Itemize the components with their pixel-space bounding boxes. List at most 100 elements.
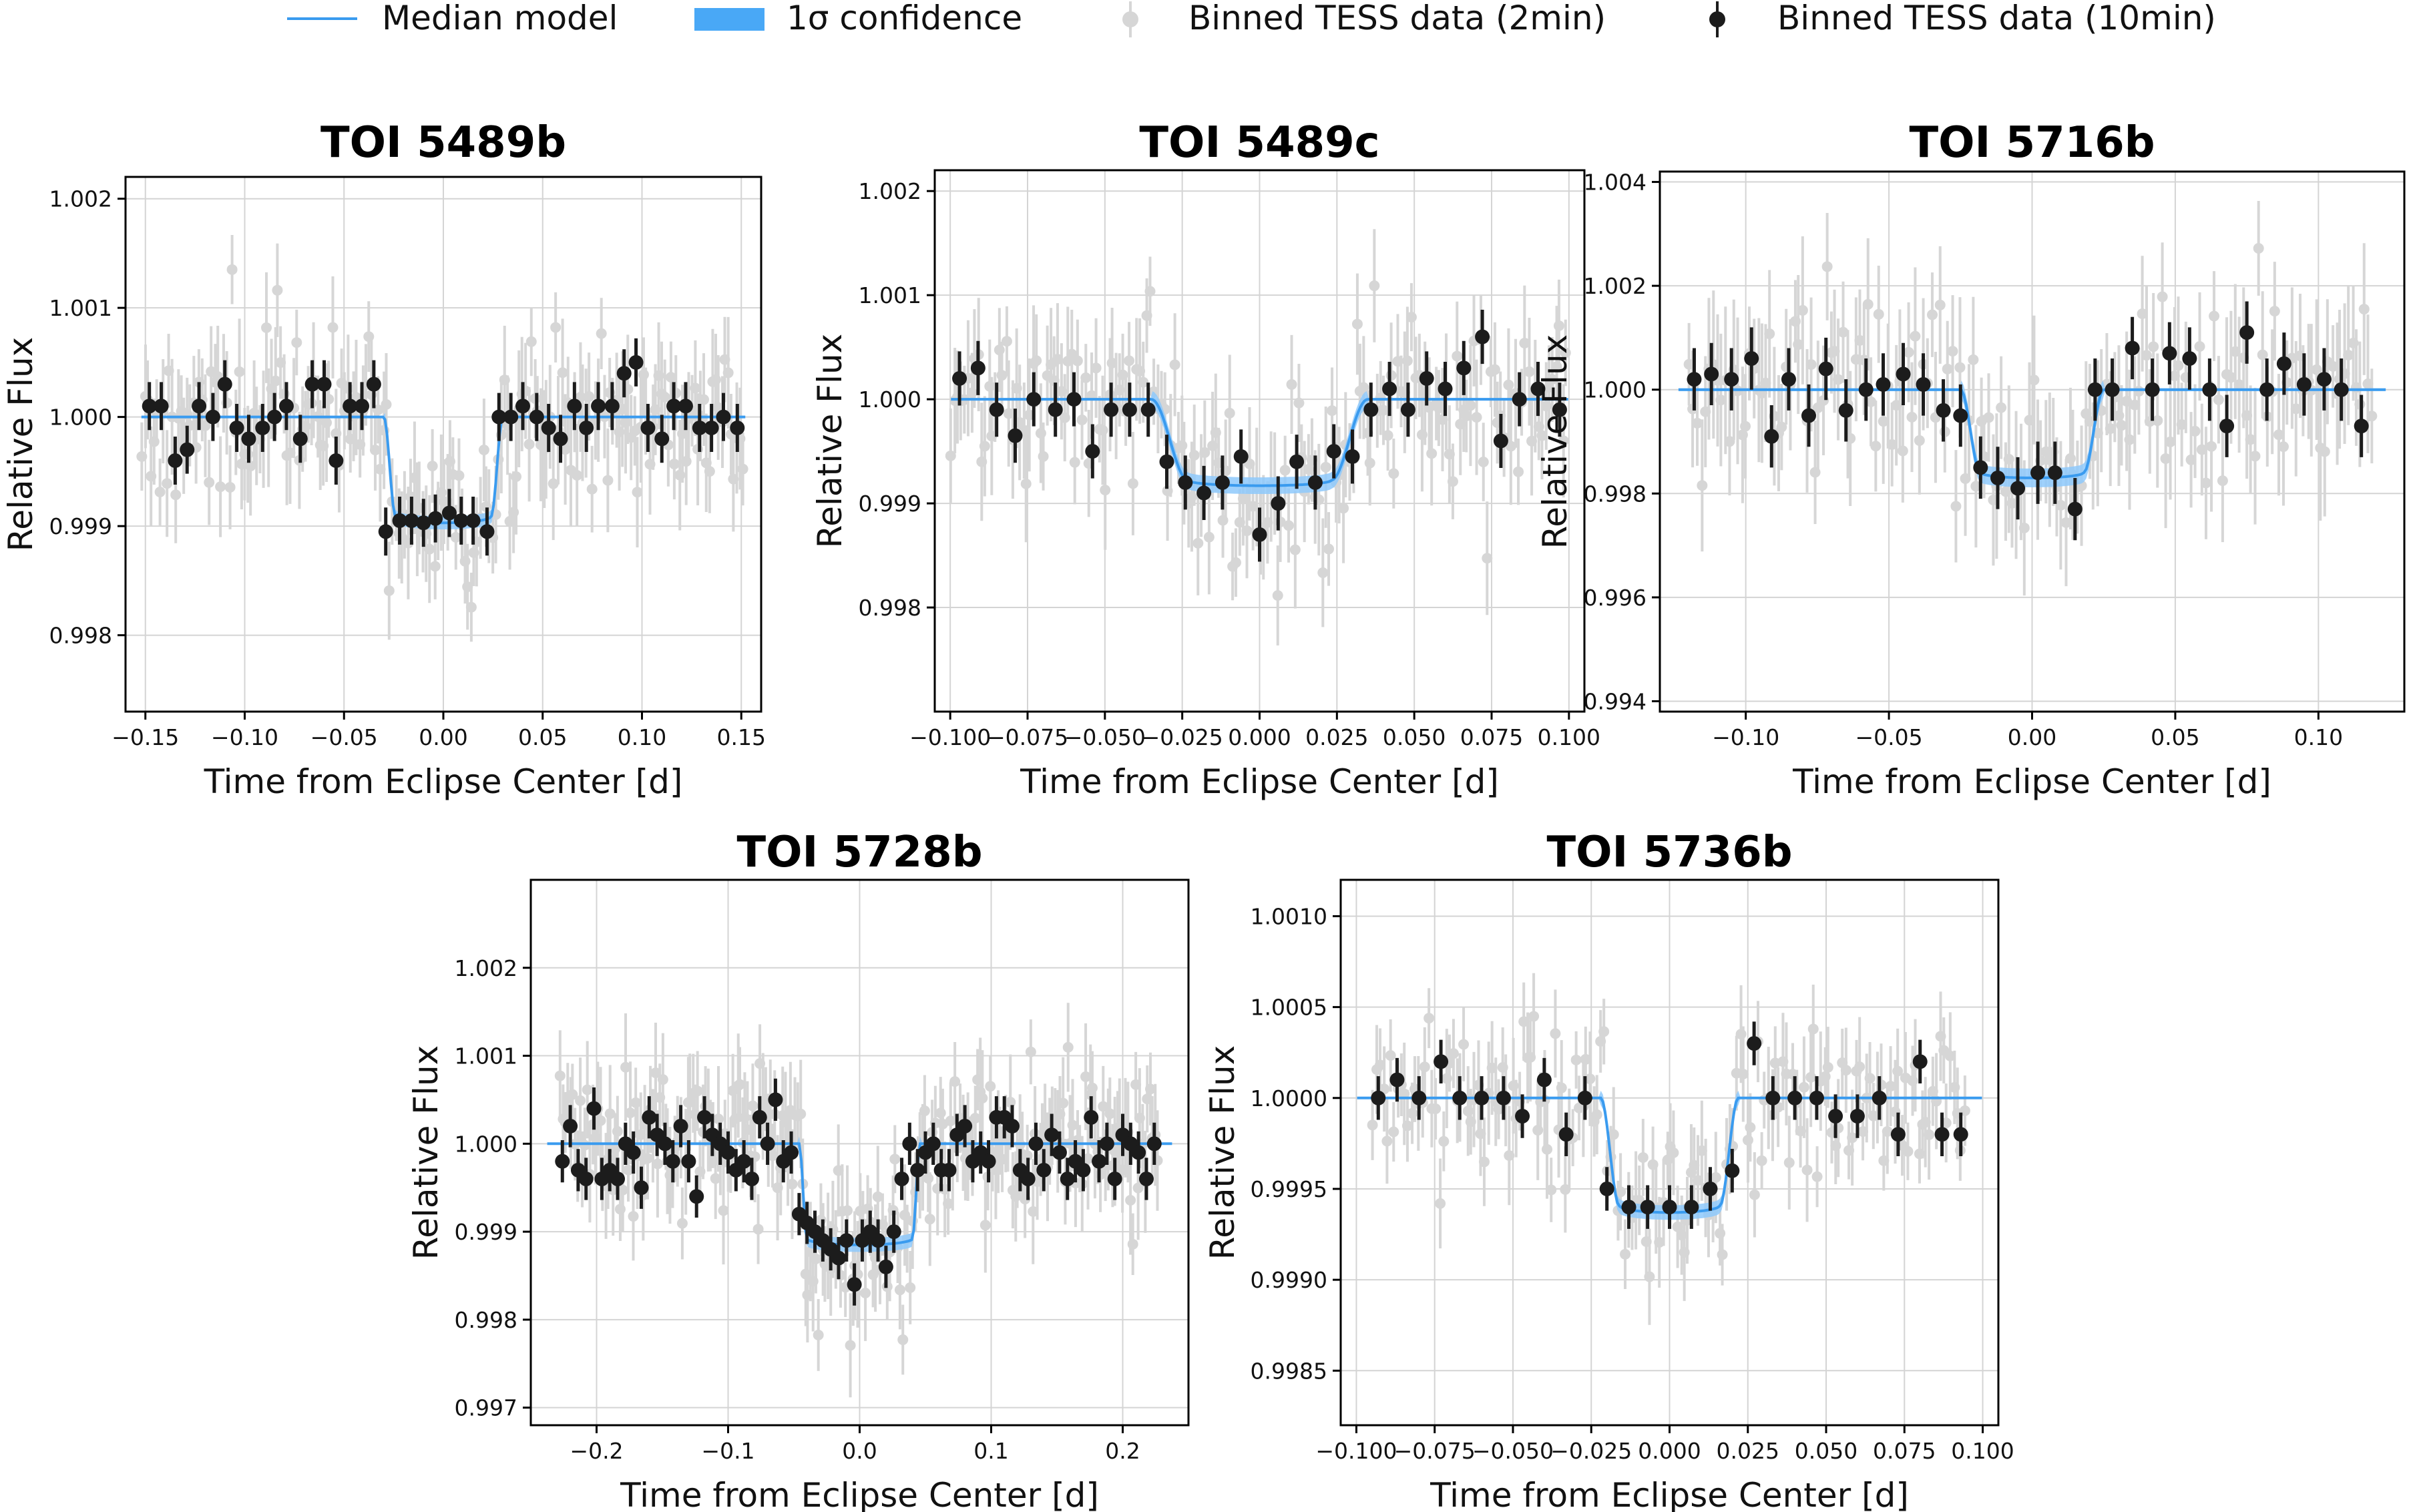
gray-point <box>1317 567 1329 578</box>
gray-point <box>2217 475 2228 487</box>
binned-point <box>1060 1172 1075 1187</box>
gray-point <box>1382 430 1393 441</box>
gray-point <box>2233 379 2245 391</box>
gray-point <box>1950 501 1962 512</box>
gray-point <box>1482 553 1493 564</box>
gray-point <box>1401 355 1413 366</box>
x-tick-label: 0.0 <box>842 1438 877 1464</box>
gray-point <box>1005 1097 1016 1108</box>
gray-point <box>722 367 734 379</box>
binned-point <box>453 513 469 528</box>
x-tick-label: −0.025 <box>1550 1438 1632 1464</box>
gray-point <box>1127 1238 1138 1250</box>
gray-point <box>905 1282 916 1293</box>
binned-point <box>1020 1172 1036 1187</box>
gray-point <box>1058 1097 1069 1109</box>
gray-point <box>1020 478 1032 489</box>
binned-point <box>1252 527 1267 542</box>
binned-point <box>555 1154 570 1169</box>
gray-point <box>652 1158 663 1170</box>
gray-point <box>1897 445 1908 457</box>
gray-point <box>795 1108 807 1119</box>
gray-point <box>923 1173 934 1184</box>
gray-point <box>1691 417 1703 429</box>
series-2min <box>945 229 1571 646</box>
binned-point <box>1558 1127 1574 1142</box>
gray-point <box>1471 412 1482 423</box>
legend-label-binned-10min: Binned TESS data (10min) <box>1777 0 2216 37</box>
binned-point <box>586 1101 602 1116</box>
gray-point <box>1756 1155 1767 1166</box>
binned-point <box>2296 376 2312 392</box>
binned-point <box>1196 485 1212 501</box>
gray-point <box>1323 543 1335 555</box>
binned-point <box>1849 1109 1865 1124</box>
binned-point <box>1953 408 1968 423</box>
gray-point <box>1435 1198 1446 1209</box>
gray-point <box>1866 396 1877 407</box>
gray-point <box>692 1085 703 1097</box>
x-tick-label: 0.05 <box>2151 724 2199 750</box>
gray-point <box>1724 436 1735 447</box>
binned-point <box>366 376 381 392</box>
y-axis-label: Relative Flux <box>1203 1045 1242 1260</box>
binned-point <box>591 399 606 414</box>
binned-point <box>1896 366 1911 382</box>
gray-point <box>1805 1071 1817 1083</box>
gray-point <box>1570 1054 1582 1065</box>
gray-point <box>1868 1110 1879 1121</box>
gray-point <box>2133 386 2145 397</box>
series-2min <box>554 1003 1163 1398</box>
gray-point <box>1546 374 1558 385</box>
gray-point <box>2249 451 2261 462</box>
gray-point <box>1199 447 1211 458</box>
binned-point <box>1076 1162 1091 1178</box>
binned-point <box>1419 370 1434 386</box>
gray-point <box>1405 312 1417 323</box>
plot-area <box>1678 201 2386 596</box>
gray-point <box>1542 1144 1553 1155</box>
gray-point <box>2358 304 2370 315</box>
gray-point <box>1840 1065 1851 1076</box>
binned-point <box>229 420 244 435</box>
gray-point <box>2105 423 2116 435</box>
y-tick-label: 1.001 <box>859 282 921 308</box>
gray-point <box>2157 291 2168 302</box>
binned-point <box>1953 1127 1968 1142</box>
gray-point <box>215 481 226 493</box>
gray-point <box>136 451 148 462</box>
binned-point <box>168 453 183 469</box>
gray-point <box>478 445 489 456</box>
gray-point <box>1426 448 1438 459</box>
y-tick-label: 0.998 <box>49 623 112 649</box>
binned-point <box>642 1109 657 1125</box>
gray-point <box>657 1074 668 1085</box>
gray-point <box>1375 1059 1386 1071</box>
binned-point <box>1515 1109 1530 1124</box>
gray-point <box>2269 306 2280 317</box>
gray-point <box>1637 1152 1649 1163</box>
gray-point <box>815 1214 827 1226</box>
binned-point <box>1178 475 1193 490</box>
x-tick-label: −0.025 <box>1142 724 1223 750</box>
gray-point <box>1452 350 1463 362</box>
binned-point <box>1703 1181 1718 1196</box>
x-axis-label: Time from Eclipse Center [d] <box>204 762 683 801</box>
binned-point <box>1724 372 1739 387</box>
gray-point <box>272 284 283 296</box>
gray-point <box>1934 299 1946 310</box>
gray-point <box>1465 400 1476 411</box>
gray-point <box>1385 1050 1396 1061</box>
binned-point <box>1536 1072 1552 1087</box>
gray-point <box>919 1105 930 1117</box>
binned-point <box>640 420 656 435</box>
gray-point <box>1983 412 1994 423</box>
x-tick-label: 0.100 <box>1951 1438 2014 1464</box>
binned-point <box>1818 361 1833 376</box>
binned-point <box>736 1154 752 1169</box>
binned-point <box>704 420 719 435</box>
x-tick-label: 0.000 <box>1228 724 1291 750</box>
binned-point <box>355 399 370 414</box>
binned-point <box>1512 392 1527 407</box>
gray-point <box>2141 350 2152 361</box>
